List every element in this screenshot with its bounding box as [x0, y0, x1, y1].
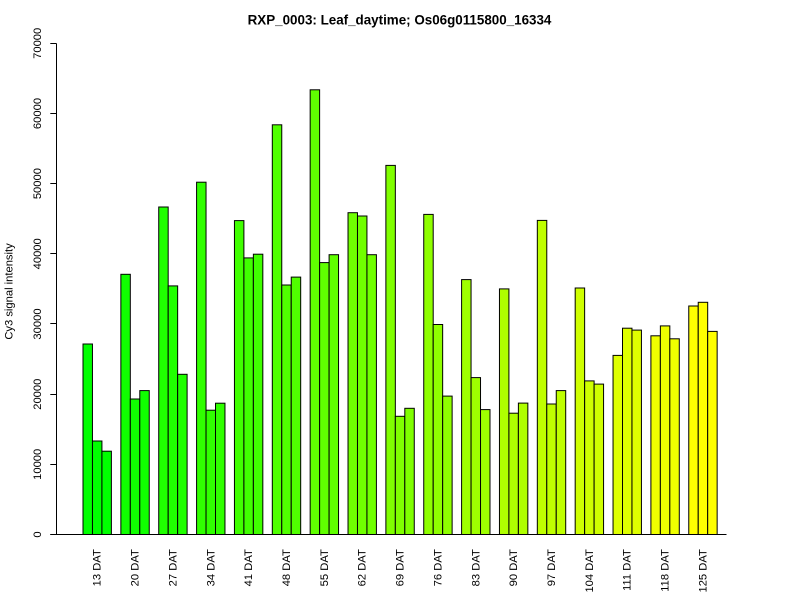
svg-text:Cy3 signal intensity: Cy3 signal intensity	[3, 243, 15, 340]
svg-text:97 DAT: 97 DAT	[546, 549, 558, 586]
svg-text:104 DAT: 104 DAT	[584, 549, 596, 592]
svg-text:50000: 50000	[32, 168, 44, 199]
svg-text:34 DAT: 34 DAT	[205, 549, 217, 586]
svg-text:69 DAT: 69 DAT	[395, 549, 407, 586]
svg-text:55 DAT: 55 DAT	[319, 549, 331, 586]
svg-text:0: 0	[32, 531, 44, 537]
svg-text:20 DAT: 20 DAT	[130, 549, 142, 586]
svg-text:111 DAT: 111 DAT	[622, 549, 634, 591]
svg-text:41 DAT: 41 DAT	[243, 549, 255, 586]
svg-text:70000: 70000	[32, 28, 44, 59]
svg-text:40000: 40000	[32, 238, 44, 269]
svg-text:76 DAT: 76 DAT	[432, 549, 444, 586]
svg-text:30000: 30000	[32, 308, 44, 339]
svg-text:60000: 60000	[32, 98, 44, 129]
svg-text:27 DAT: 27 DAT	[167, 549, 179, 586]
svg-text:RXP_0003: Leaf_daytime; Os06g0: RXP_0003: Leaf_daytime; Os06g0115800_163…	[248, 13, 552, 28]
svg-text:13 DAT: 13 DAT	[92, 549, 104, 586]
svg-text:118 DAT: 118 DAT	[660, 549, 672, 592]
svg-text:48 DAT: 48 DAT	[281, 549, 293, 586]
svg-text:62 DAT: 62 DAT	[357, 549, 369, 586]
svg-text:125 DAT: 125 DAT	[698, 549, 710, 592]
svg-text:20000: 20000	[32, 379, 44, 410]
svg-text:10000: 10000	[32, 449, 44, 480]
svg-text:90 DAT: 90 DAT	[508, 549, 520, 586]
svg-text:83 DAT: 83 DAT	[470, 549, 482, 586]
